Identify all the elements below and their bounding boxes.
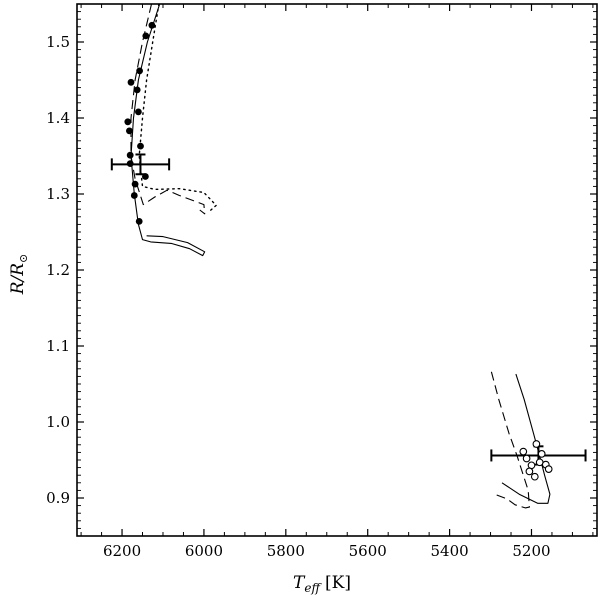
track-solid-0: [130, 4, 206, 257]
marker-open-7: [544, 465, 553, 473]
x-axis-label: Teff [K]: [293, 573, 351, 595]
x-tick-label-5600: 5600: [349, 542, 387, 560]
axis-ticks: [77, 3, 597, 536]
y-tick-label-1.4: 1.4: [46, 109, 70, 127]
marker-filled-14: [135, 218, 143, 225]
marker-filled-6: [124, 118, 132, 126]
y-tick-label-1.5: 1.5: [46, 33, 70, 51]
data-markers: [124, 21, 553, 481]
marker-filled-9: [126, 151, 134, 159]
x-tick-label-6200: 6200: [103, 542, 141, 560]
y-tick-label-1: 1.0: [46, 413, 70, 431]
marker-filled-12: [131, 180, 139, 188]
marker-open-9: [530, 472, 539, 481]
marker-filled-11: [142, 173, 149, 180]
marker-open-2: [537, 450, 546, 458]
marker-filled-13: [130, 192, 138, 199]
x-tick-label-5200: 5200: [512, 542, 550, 560]
marker-filled-5: [135, 108, 142, 116]
marker-filled-4: [133, 86, 141, 94]
marker-open-0: [532, 440, 541, 448]
marker-filled-7: [125, 127, 133, 135]
marker-filled-10: [126, 160, 134, 168]
x-tick-label-5800: 5800: [267, 542, 305, 560]
track-dashed-1: [130, 4, 206, 215]
x-tick-label-6000: 6000: [185, 542, 223, 560]
marker-filled-8: [137, 142, 144, 150]
y-axis-label-sub: ⊙: [17, 254, 30, 263]
x-axis-label-main: T: [293, 573, 306, 593]
marker-filled-1: [142, 32, 150, 40]
y-tick-label-0.9: 0.9: [46, 489, 70, 507]
y-axis-label-main: R/R: [8, 263, 28, 296]
marker-open-1: [519, 447, 528, 456]
track-dashed-4: [490, 371, 530, 509]
marker-filled-0: [148, 21, 156, 29]
measurement-errorbars: [110, 153, 587, 466]
y-axis-label: R/R⊙: [8, 254, 30, 296]
x-tick-label-5400: 5400: [431, 542, 469, 560]
track-dotted-2: [138, 4, 217, 212]
y-tick-label-1.2: 1.2: [46, 261, 70, 279]
model-tracks: [130, 4, 551, 509]
marker-filled-2: [136, 67, 144, 75]
marker-open-8: [525, 467, 534, 476]
x-axis-label-sub: eff: [304, 581, 322, 595]
y-tick-label-1.1: 1.1: [46, 337, 70, 355]
marker-filled-3: [127, 78, 135, 86]
x-axis-label-unit: [K]: [325, 573, 351, 593]
marker-open-3: [522, 454, 531, 463]
y-tick-label-1.3: 1.3: [46, 185, 70, 203]
tick-labels: 6200 6000 5800 5600 5400 5200 0.9 1.0 1.1 1.2 1.3 1…: [46, 33, 550, 560]
